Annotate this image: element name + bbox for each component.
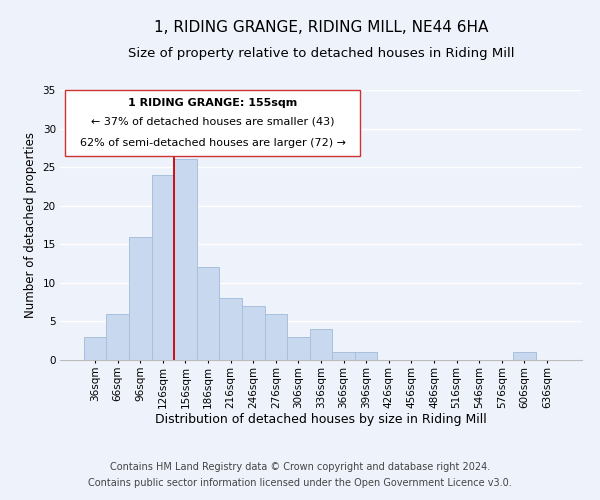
X-axis label: Distribution of detached houses by size in Riding Mill: Distribution of detached houses by size … [155,413,487,426]
Bar [513,352,536,360]
Bar [84,337,106,360]
Bar [265,314,287,360]
Bar [355,352,377,360]
Text: Size of property relative to detached houses in Riding Mill: Size of property relative to detached ho… [128,48,514,60]
Bar [332,352,355,360]
Bar [129,236,152,360]
Bar [106,314,129,360]
Text: 62% of semi-detached houses are larger (72) →: 62% of semi-detached houses are larger (… [80,138,346,147]
Bar [197,268,220,360]
Bar [310,329,332,360]
Text: Contains HM Land Registry data © Crown copyright and database right 2024.: Contains HM Land Registry data © Crown c… [110,462,490,472]
Text: 1, RIDING GRANGE, RIDING MILL, NE44 6HA: 1, RIDING GRANGE, RIDING MILL, NE44 6HA [154,20,488,35]
Bar [220,298,242,360]
Text: Contains public sector information licensed under the Open Government Licence v3: Contains public sector information licen… [88,478,512,488]
Bar [242,306,265,360]
Text: ← 37% of detached houses are smaller (43): ← 37% of detached houses are smaller (43… [91,116,334,126]
Bar [152,175,174,360]
Bar [287,337,310,360]
Bar [174,160,197,360]
Text: 1 RIDING GRANGE: 155sqm: 1 RIDING GRANGE: 155sqm [128,98,298,108]
Y-axis label: Number of detached properties: Number of detached properties [24,132,37,318]
FancyBboxPatch shape [65,90,360,156]
